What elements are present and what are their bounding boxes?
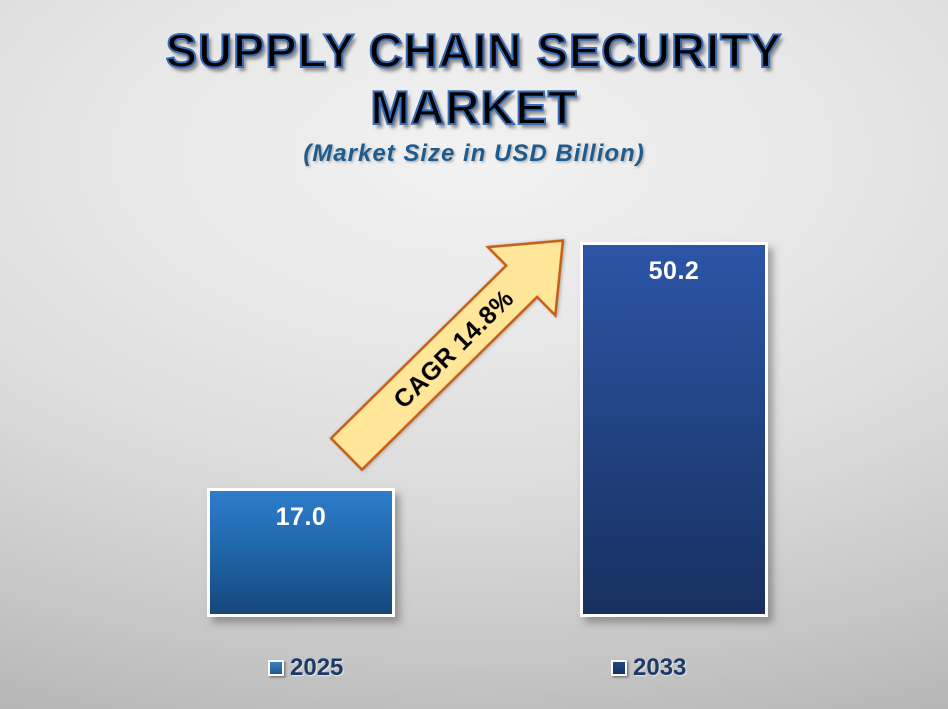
chart-title-line2: MARKET: [369, 80, 578, 135]
legend-item-2033: 2033: [611, 654, 686, 682]
legend-item-2025: 2025: [268, 654, 343, 682]
arrow-shape: [329, 239, 565, 472]
legend-swatch-2025-icon: [268, 660, 284, 676]
bar-2025-value-label: 17.0: [275, 503, 327, 531]
legend-swatch-2033-icon: [611, 660, 627, 676]
bar-2033: 50.2: [580, 242, 768, 617]
cagr-annotation: CAGR 14.8%: [388, 284, 519, 414]
bar-2033-value-label: 50.2: [648, 257, 700, 285]
chart-title-line1: SUPPLY CHAIN SECURITY: [165, 23, 783, 78]
bar-2025: 17.0: [207, 488, 395, 617]
legend-label-2025: 2025: [290, 654, 344, 681]
chart-subtitle: (Market Size in USD Billion): [303, 140, 645, 167]
legend-label-2033: 2033: [633, 654, 687, 681]
title-block: SUPPLY CHAIN SECURITY MARKET (Market Siz…: [0, 22, 948, 168]
